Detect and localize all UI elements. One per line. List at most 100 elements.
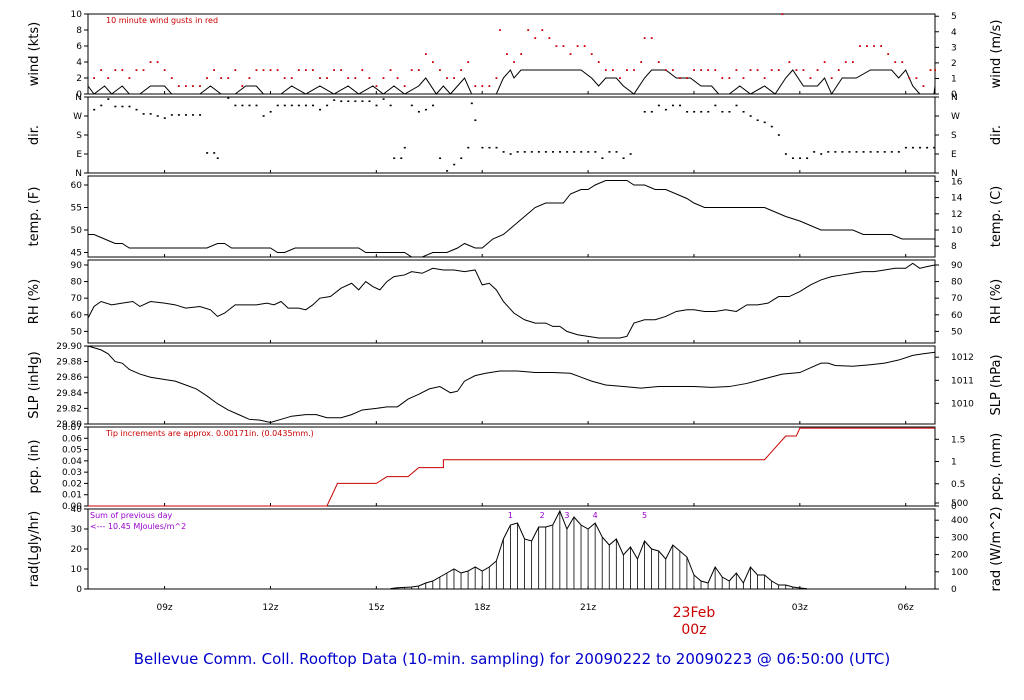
wind-gust-point (721, 77, 724, 79)
rad-right-tick-label: 200 (951, 551, 968, 561)
pcp-right-tick-label: 0 (951, 502, 957, 512)
wind-direction-point (93, 108, 96, 111)
temp-line (88, 180, 935, 258)
temp-panel-frame (87, 175, 936, 258)
wind-gust-point (375, 85, 378, 87)
pcp-ylabel: pcp. (in) (27, 440, 42, 494)
wind-direction-point (883, 151, 886, 153)
rad-right-tick-label: 500 (951, 499, 968, 509)
wind-direction-point (269, 110, 272, 113)
wind-gust-point (319, 77, 321, 79)
wind-gust-point (177, 85, 180, 87)
wind-gust-point (149, 61, 152, 63)
wind-gust-point (269, 69, 272, 71)
wind-gust-point (93, 77, 95, 79)
wind-direction-point (551, 151, 554, 153)
wind-gust-point (830, 77, 833, 79)
rad-right-tick-label: 0 (951, 585, 957, 595)
pcp-right-tick-label: 1.5 (951, 435, 965, 445)
wind-gust-point (424, 53, 427, 55)
wind-direction-point (177, 114, 180, 116)
wind-direction-point (199, 114, 202, 116)
wind-gust-point (297, 69, 300, 71)
temp-right-tick-label: 16 (951, 177, 963, 187)
wind-left-tick-label: 10 (71, 10, 83, 20)
wind-right-tick-label: 3 (951, 43, 957, 53)
wind-gust-point (929, 69, 932, 71)
wind-gust-point (121, 69, 124, 71)
wind-direction-point (587, 151, 590, 153)
wind-direction-point (622, 157, 625, 160)
wind-direction-point (368, 100, 371, 103)
wind-direction-point (290, 104, 293, 107)
pcp-panel-frame (87, 426, 936, 507)
wind-direction-point (827, 151, 830, 153)
x-midnight-date: 23Feb (673, 605, 716, 621)
wind-gust-point (206, 77, 208, 79)
rad-marker-label: 4 (593, 511, 598, 520)
temp-right-tick-label: 10 (951, 226, 963, 236)
rad-ylabel: rad(Lgly/hr) (27, 511, 42, 587)
pcp-left-tick-label: 0.07 (62, 423, 82, 433)
wind-direction-point (911, 146, 914, 149)
wind-gust-point (453, 77, 455, 79)
wind-direction-point (806, 157, 809, 160)
wind-gust-point (213, 69, 215, 71)
rad-right-tick-label: 300 (951, 533, 968, 543)
wind-gust-point (333, 69, 335, 71)
slp-left-tick-label: 29.84 (56, 389, 82, 399)
wind-direction-point (248, 104, 251, 107)
wind-direction-point (326, 104, 329, 107)
wind-direction-point (657, 104, 660, 107)
wind-gust-point (686, 77, 688, 79)
wind-gust-point (802, 69, 805, 71)
wind-gust-point (693, 69, 695, 71)
wind-gust-point (873, 45, 875, 47)
wind-gust-point (410, 69, 413, 71)
dir-right-tick-label: S (951, 131, 957, 141)
wind-direction-point (347, 100, 350, 103)
wind-direction-point (304, 104, 307, 107)
rad-marker-label: 1 (508, 511, 513, 520)
wind-direction-point (721, 110, 724, 113)
wind-direction-point (919, 146, 922, 149)
wind-direction-point (354, 100, 357, 103)
wind-gust-point (227, 77, 230, 79)
wind-gust-point (555, 45, 558, 47)
slp-right-tick-label: 1012 (951, 353, 974, 363)
wind-left-tick-label: 0 (76, 90, 82, 100)
temp-right-tick-label: 12 (951, 210, 962, 220)
pcp-left-tick-label: 0.02 (62, 479, 82, 489)
wind-gust-point (894, 61, 897, 63)
wind-gust-point (520, 53, 523, 55)
wind-direction-point (749, 115, 752, 117)
dir-right-tick-label: W (951, 112, 960, 122)
wind-direction-point (361, 100, 364, 103)
wind-direction-point (410, 104, 413, 107)
wind-gust-point (467, 61, 470, 63)
wind-gust-point (915, 77, 918, 79)
wind-gust-point (488, 85, 491, 87)
wind-gust-point (326, 77, 328, 79)
wind-direction-point (400, 157, 403, 160)
pcp-left-tick-label: 0.03 (62, 468, 82, 478)
wind-right-tick-label: 4 (951, 28, 957, 38)
wind-gust-point (347, 77, 350, 79)
dir-right-tick-label: N (951, 93, 958, 103)
wind-gust-point (234, 69, 237, 71)
wind-direction-point (537, 151, 540, 153)
wind-direction-point (799, 157, 802, 160)
wind-direction-point (488, 146, 491, 149)
wind-gust-point (142, 69, 145, 71)
wind-direction-point (149, 113, 152, 115)
rad-right-tick-label: 400 (951, 516, 968, 526)
wind-gust-point (199, 85, 201, 87)
wind-gust-point (107, 77, 110, 79)
rad-left-tick-label: 30 (71, 525, 83, 535)
wind-gust-point (128, 77, 131, 79)
wind-gust-point (633, 69, 635, 71)
wind-gust-point (460, 69, 463, 71)
wind-direction-point (460, 157, 463, 160)
wind-gust-point (700, 69, 703, 71)
wind-speed-line (87, 69, 936, 96)
